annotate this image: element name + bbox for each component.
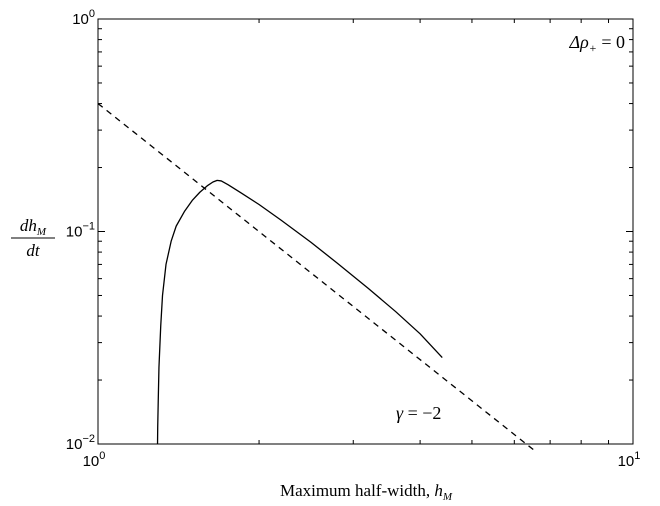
annotation-delta-rho-lead: Δρ <box>569 32 590 52</box>
annotation-delta-rho-tail: = 0 <box>597 32 625 52</box>
y-axis-title: dhM dt <box>11 216 55 260</box>
series-line-dashed <box>97 103 536 452</box>
annotation-delta-rho-sub: + <box>589 41 597 55</box>
y-axis-num-sub: M <box>36 226 47 238</box>
y-axis-num-text: dh <box>20 216 37 235</box>
series-line-solid <box>156 179 443 445</box>
y-axis-title-denominator: dt <box>26 241 41 260</box>
tick-labels: 100 101 10−2 10−1 100 <box>66 8 641 470</box>
x-tick-label: 100 <box>83 450 106 470</box>
tick-marks <box>97 19 633 445</box>
x-axis-title-var: h <box>434 481 443 500</box>
y-tick-label: 10−1 <box>66 221 95 241</box>
series-layer <box>97 103 536 452</box>
x-tick-label: 101 <box>618 450 641 470</box>
x-axis-title: Maximum half-width, hM <box>280 481 453 503</box>
y-tick-label: 10−2 <box>66 433 95 453</box>
annotation-delta-rho: Δρ+ = 0 <box>569 32 625 55</box>
x-axis-title-sub: M <box>442 491 453 503</box>
annotation-gamma-tail: = −2 <box>403 403 441 423</box>
plot-frame <box>97 18 634 445</box>
y-axis-title-numerator: dhM <box>20 216 47 238</box>
annotation-gamma: γ = −2 <box>396 403 441 423</box>
annotation-gamma-lead: γ <box>396 403 404 423</box>
x-axis-title-text: Maximum half-width, <box>280 481 434 500</box>
y-tick-label: 100 <box>72 8 95 28</box>
